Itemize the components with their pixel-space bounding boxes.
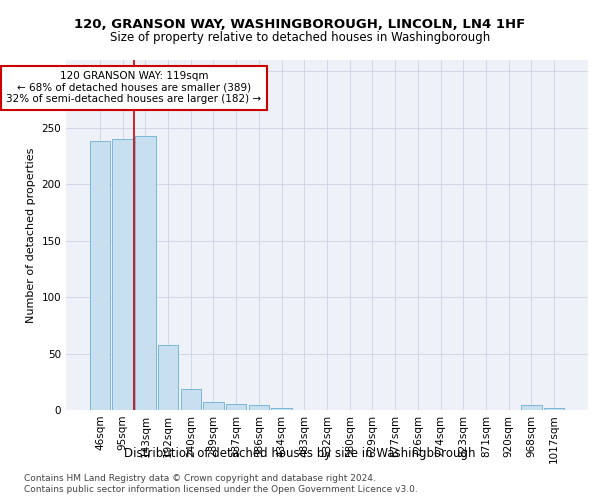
Y-axis label: Number of detached properties: Number of detached properties [26, 148, 36, 322]
Bar [158, 344, 178, 410]
Bar [521, 406, 542, 410]
Bar [203, 402, 224, 410]
Text: 120, GRANSON WAY, WASHINGBOROUGH, LINCOLN, LN4 1HF: 120, GRANSON WAY, WASHINGBOROUGH, LINCOL… [74, 18, 526, 30]
Bar [271, 408, 292, 410]
Bar [112, 139, 133, 410]
Bar [90, 142, 110, 410]
Text: 120 GRANSON WAY: 119sqm
← 68% of detached houses are smaller (389)
32% of semi-d: 120 GRANSON WAY: 119sqm ← 68% of detache… [7, 72, 262, 104]
Bar [181, 388, 201, 410]
Bar [248, 406, 269, 410]
Bar [226, 404, 247, 410]
Bar [544, 408, 564, 410]
Text: Distribution of detached houses by size in Washingborough: Distribution of detached houses by size … [124, 448, 476, 460]
Text: Size of property relative to detached houses in Washingborough: Size of property relative to detached ho… [110, 31, 490, 44]
Bar [135, 136, 155, 410]
Text: Contains HM Land Registry data © Crown copyright and database right 2024.
Contai: Contains HM Land Registry data © Crown c… [24, 474, 418, 494]
